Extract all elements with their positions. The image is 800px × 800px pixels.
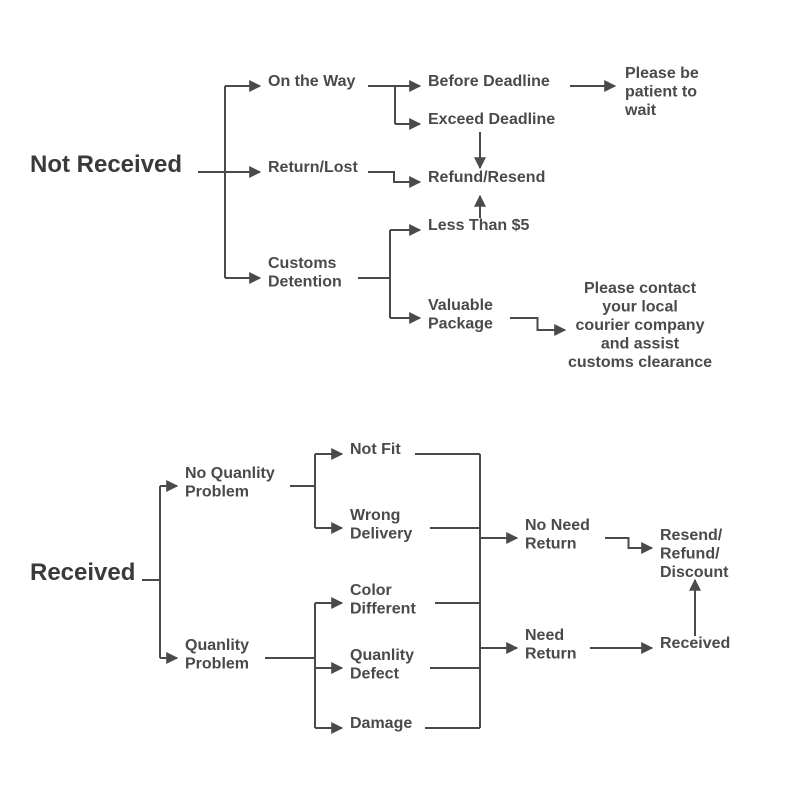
flowchart-node: No QuanlityProblem xyxy=(185,465,275,500)
node-label: Received xyxy=(660,635,730,652)
flowchart-node: Before Deadline xyxy=(428,73,550,90)
node-label: Please contactyour localcourier companya… xyxy=(568,280,712,371)
node-label: Resend/Refund/Discount xyxy=(660,527,729,581)
flowchart-node: Not Fit xyxy=(350,441,401,458)
flowchart-edge xyxy=(510,318,565,330)
node-label: CustomsDetention xyxy=(268,255,342,290)
node-label: QuanlityDefect xyxy=(350,647,414,682)
flowchart-node: Less Than $5 xyxy=(428,217,529,234)
node-label: ColorDifferent xyxy=(350,582,416,617)
node-label: Refund/Resend xyxy=(428,169,545,186)
flowchart-node: Refund/Resend xyxy=(428,169,545,186)
flowchart-canvas: Not Received On the Way Return/Lost Customs… xyxy=(0,0,800,800)
flowchart-node: No NeedReturn xyxy=(525,517,590,552)
node-label: Before Deadline xyxy=(428,73,550,90)
node-label: No QuanlityProblem xyxy=(185,465,275,500)
flowchart-node: NeedReturn xyxy=(525,627,577,662)
node-label: Please bepatient towait xyxy=(624,65,699,119)
flowchart-node: ColorDifferent xyxy=(350,582,416,617)
flowchart-edge xyxy=(605,538,652,548)
node-label: QuanlityProblem xyxy=(185,637,249,672)
flowchart-node: Damage xyxy=(350,715,412,732)
node-label: Not Fit xyxy=(350,441,401,458)
node-label: Exceed Deadline xyxy=(428,111,555,128)
flowchart-node: Exceed Deadline xyxy=(428,111,555,128)
flowchart-node: Not Received xyxy=(30,151,182,178)
node-label: Return/Lost xyxy=(268,159,358,176)
node-label: Damage xyxy=(350,715,412,732)
flowchart-node: Please bepatient towait xyxy=(624,65,699,119)
flowchart-node: ValuablePackage xyxy=(428,297,493,332)
flowchart-node: WrongDelivery xyxy=(350,507,412,542)
flowchart-node: Received xyxy=(30,559,135,586)
flowchart-node: Received xyxy=(660,635,730,652)
flowchart-edge xyxy=(368,172,420,182)
node-label: No NeedReturn xyxy=(525,517,590,552)
node-label: Less Than $5 xyxy=(428,217,529,234)
flowchart-node: On the Way xyxy=(268,73,356,90)
flowchart-node: QuanlityDefect xyxy=(350,647,414,682)
flowchart-node: Resend/Refund/Discount xyxy=(660,527,729,581)
node-label: Not Received xyxy=(30,151,182,178)
flowchart-node: CustomsDetention xyxy=(268,255,342,290)
flowchart-node: Return/Lost xyxy=(268,159,358,176)
node-label: Received xyxy=(30,559,135,586)
node-label: On the Way xyxy=(268,73,356,90)
flowchart-node: QuanlityProblem xyxy=(185,637,249,672)
node-label: NeedReturn xyxy=(525,627,577,662)
node-label: WrongDelivery xyxy=(350,507,412,542)
node-label: ValuablePackage xyxy=(428,297,493,332)
flowchart-node: Please contactyour localcourier companya… xyxy=(568,280,712,371)
